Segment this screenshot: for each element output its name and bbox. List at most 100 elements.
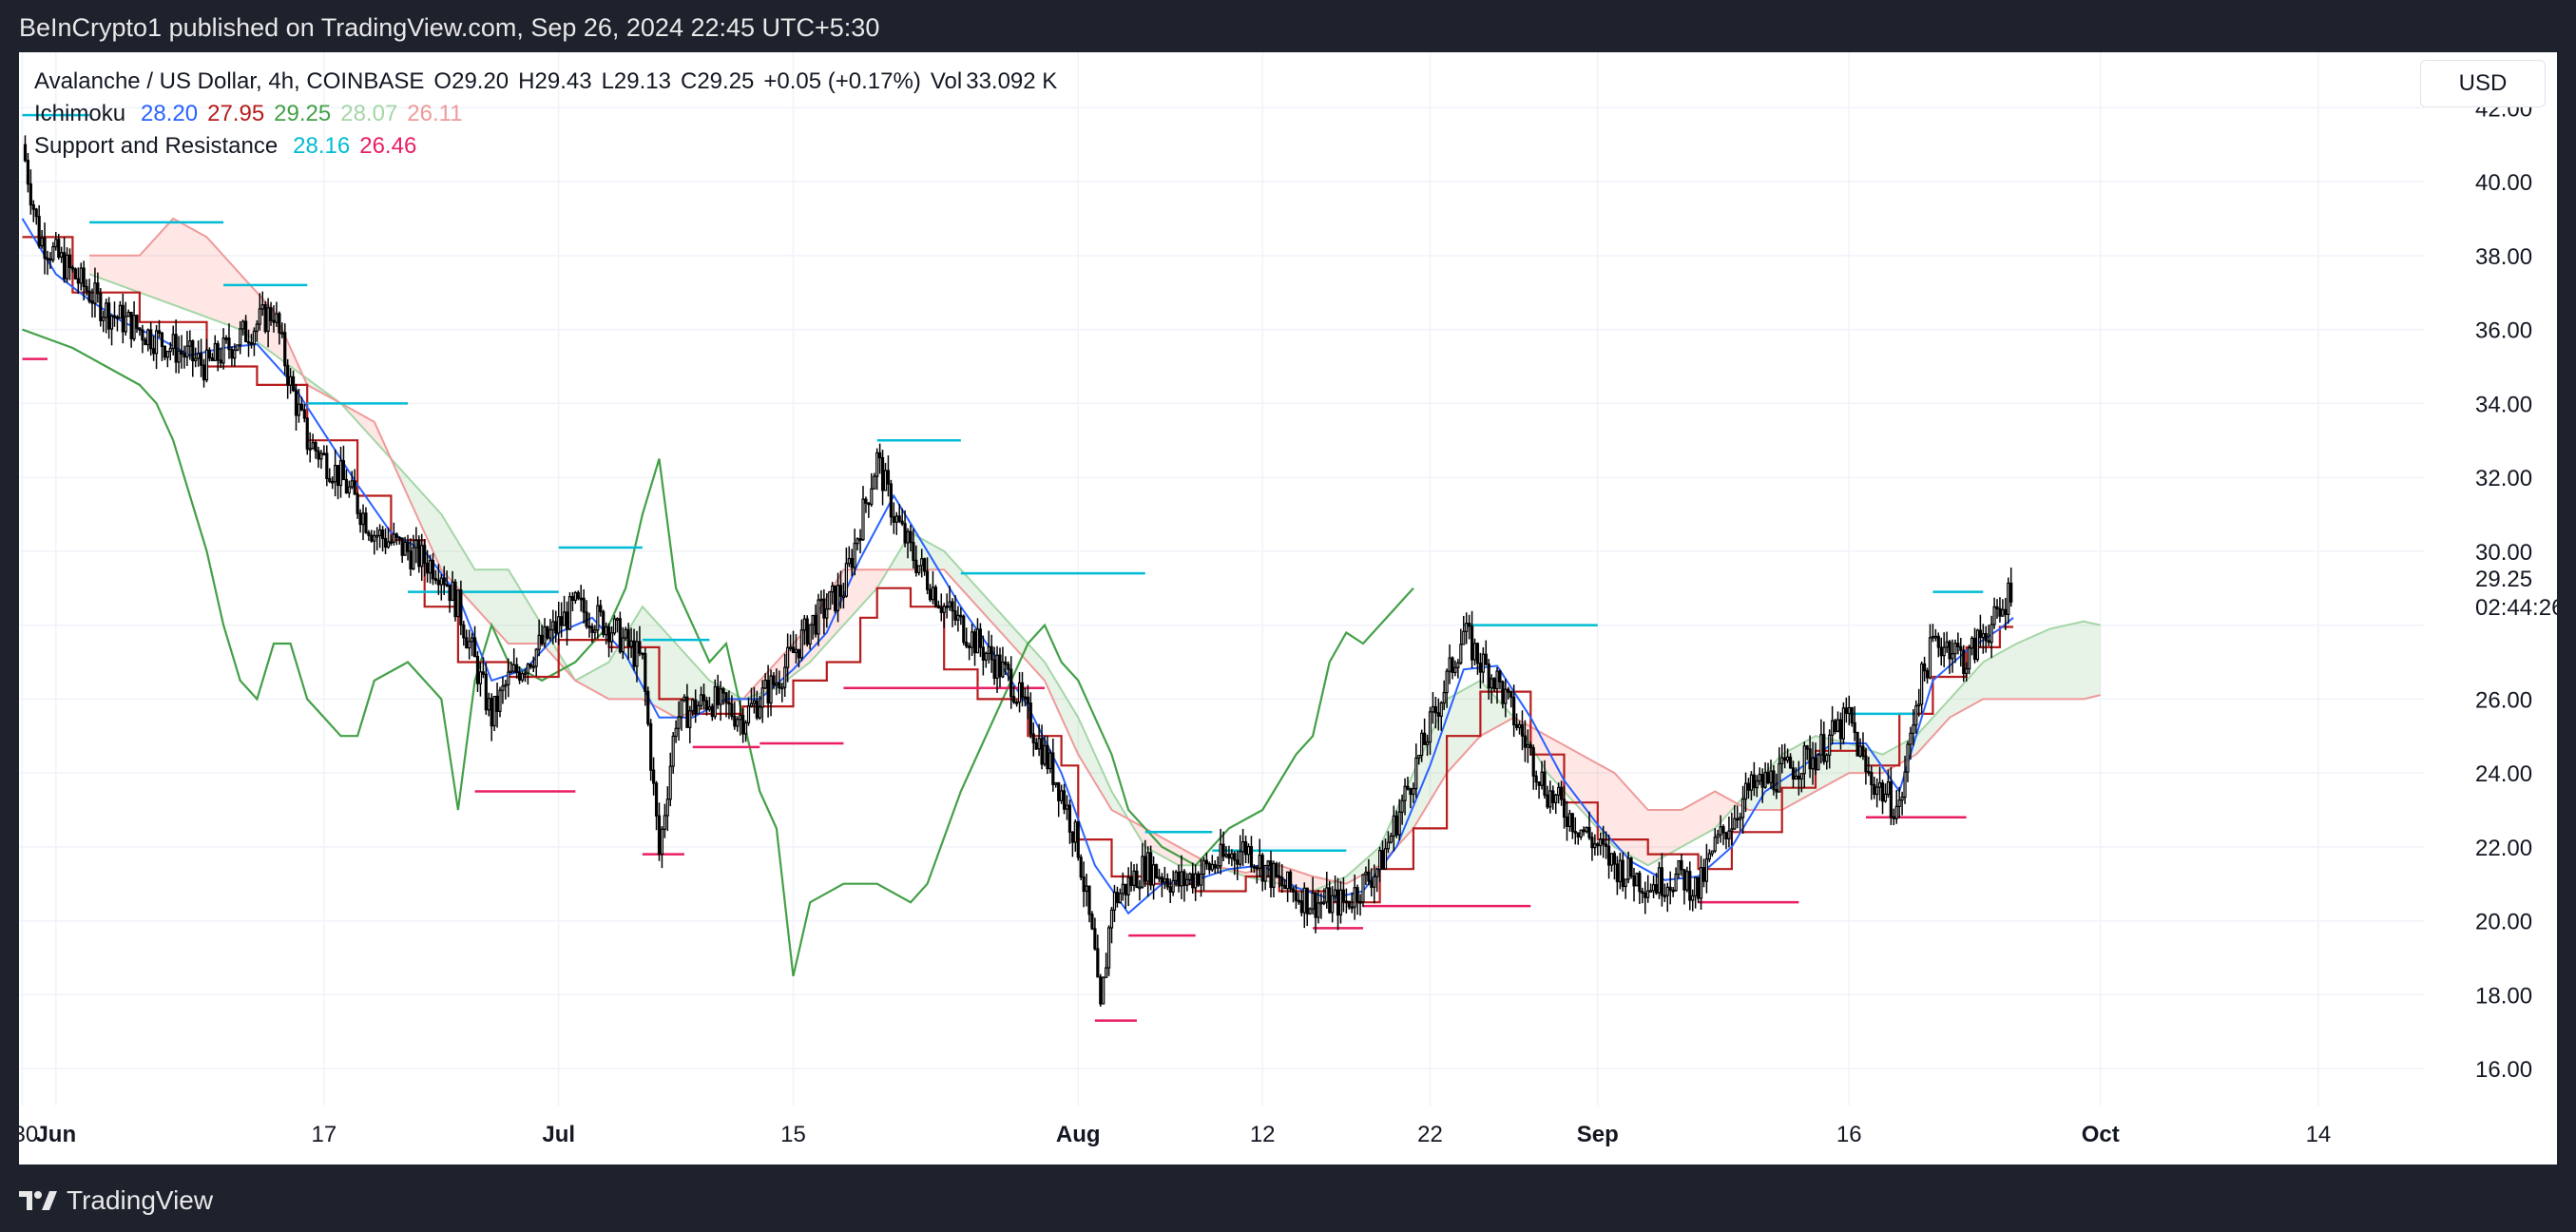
candle-body xyxy=(1551,790,1555,803)
cloud-segment xyxy=(608,647,618,700)
candle-body xyxy=(144,339,147,346)
candle-body xyxy=(426,562,430,574)
candle-body xyxy=(1338,889,1343,916)
price-tick-label: 36.00 xyxy=(2475,318,2532,344)
candle-body xyxy=(1347,900,1351,908)
candle-body xyxy=(1266,860,1270,867)
ohlc-h: H29.43 xyxy=(518,66,591,98)
candle-body xyxy=(1112,892,1117,911)
volume-readout: Vol 33.092 K xyxy=(931,66,1057,98)
candle-body xyxy=(1258,855,1261,869)
candle-body xyxy=(523,672,528,676)
candle-body xyxy=(878,452,882,459)
candle-body xyxy=(2009,582,2013,603)
candle-body xyxy=(791,646,796,654)
price-tick-label: 26.00 xyxy=(2475,687,2532,713)
candle-body xyxy=(965,642,969,647)
ichimoku-value-4: 26.11 xyxy=(407,101,463,126)
candle-body xyxy=(23,144,28,162)
candle-body xyxy=(241,320,245,330)
candle-body xyxy=(1838,719,1843,740)
candle-body xyxy=(1945,641,1949,648)
candle-body xyxy=(138,327,142,331)
candle-body xyxy=(180,350,183,355)
candle-body xyxy=(308,448,312,451)
candle-body xyxy=(1328,887,1332,914)
cloud-segment xyxy=(1706,791,1716,834)
candle-body xyxy=(1456,662,1460,668)
candle-body xyxy=(819,598,823,602)
candle-body xyxy=(1546,794,1549,808)
cloud-segment xyxy=(1966,671,1975,709)
candle-body xyxy=(629,640,633,647)
candle-body xyxy=(344,478,348,494)
candle-body xyxy=(1995,606,1999,609)
candle-body xyxy=(1990,624,1993,644)
candle-body xyxy=(1026,696,1029,704)
chart-legend: Avalanche / US Dollar, 4h, COINBASE O29.… xyxy=(34,66,1057,163)
tradingview-logo[interactable]: TradingView xyxy=(19,1185,213,1216)
candle-body xyxy=(1923,663,1927,672)
candle-body xyxy=(797,648,801,659)
candle-body xyxy=(1040,738,1044,765)
candle-body xyxy=(1305,887,1309,914)
candle-body xyxy=(1526,743,1529,748)
candle-body xyxy=(174,334,178,363)
cloud-segment xyxy=(2084,621,2092,700)
price-change: +0.05 (+0.17%) xyxy=(763,68,921,94)
cloud-segment xyxy=(123,255,132,290)
candle-body xyxy=(1716,834,1720,838)
candle-body xyxy=(126,311,130,318)
candle-body xyxy=(160,332,164,348)
candle-body xyxy=(694,699,698,715)
candle-body xyxy=(1612,853,1617,865)
candle-body xyxy=(1701,867,1706,882)
candle-body xyxy=(755,700,759,719)
candle-body xyxy=(1255,866,1259,870)
candle-body xyxy=(1867,770,1871,774)
candle-body xyxy=(1412,787,1415,796)
candle-body xyxy=(772,675,776,686)
candle-body xyxy=(1811,757,1815,770)
candle-body xyxy=(1283,885,1287,890)
candle-body xyxy=(65,254,69,279)
currency-unit-button[interactable]: USD xyxy=(2420,60,2546,107)
cloud-segment xyxy=(935,547,945,570)
candle-body xyxy=(1378,850,1382,870)
candle-body xyxy=(1638,873,1642,893)
candle-body xyxy=(1760,774,1764,788)
attribution-text: BeInCrypto1 published on TradingView.com… xyxy=(19,13,880,42)
ohlc-value: 29.25 xyxy=(697,68,755,94)
time-tick-label: Jul xyxy=(542,1122,575,1147)
candle-body xyxy=(1707,853,1711,860)
cloud-segment xyxy=(667,634,677,718)
ichimoku-legend-row[interactable]: Ichimoku 28.20 27.95 29.25 28.07 26.11 xyxy=(34,98,1057,130)
candle-body xyxy=(490,698,493,727)
candle-body xyxy=(605,626,608,636)
candle-body xyxy=(445,584,449,587)
candle-body xyxy=(433,578,438,581)
candle-body xyxy=(244,320,248,343)
candle-body xyxy=(328,477,332,483)
candle-body xyxy=(1978,629,1982,639)
candle-body xyxy=(1576,832,1580,837)
candle-body xyxy=(258,308,261,325)
candle-body xyxy=(1903,771,1907,799)
candle-body xyxy=(1696,876,1701,899)
candle-body xyxy=(1417,754,1421,760)
candle-body xyxy=(1828,734,1832,757)
candle-body xyxy=(1060,790,1064,801)
candle-body xyxy=(1275,862,1278,877)
sr-legend-row[interactable]: Support and Resistance 28.16 26.46 xyxy=(34,130,1057,163)
candle-body xyxy=(621,637,625,653)
candle-body xyxy=(1808,748,1812,770)
candle-body xyxy=(2001,608,2005,617)
price-chart[interactable]: 16.00 18.00 20.00 22.00 24.00 26.00 30.00 32.00… xyxy=(19,52,2557,1165)
candle-body xyxy=(1472,643,1477,661)
time-tick-label: Jun xyxy=(35,1122,76,1147)
candle-body xyxy=(1459,644,1463,664)
chart-panel[interactable]: 16.00 18.00 20.00 22.00 24.00 26.00 30.00 32.00… xyxy=(19,52,2557,1165)
candle-body xyxy=(1739,817,1742,820)
candle-body xyxy=(1302,887,1306,914)
candle-body xyxy=(191,339,195,362)
